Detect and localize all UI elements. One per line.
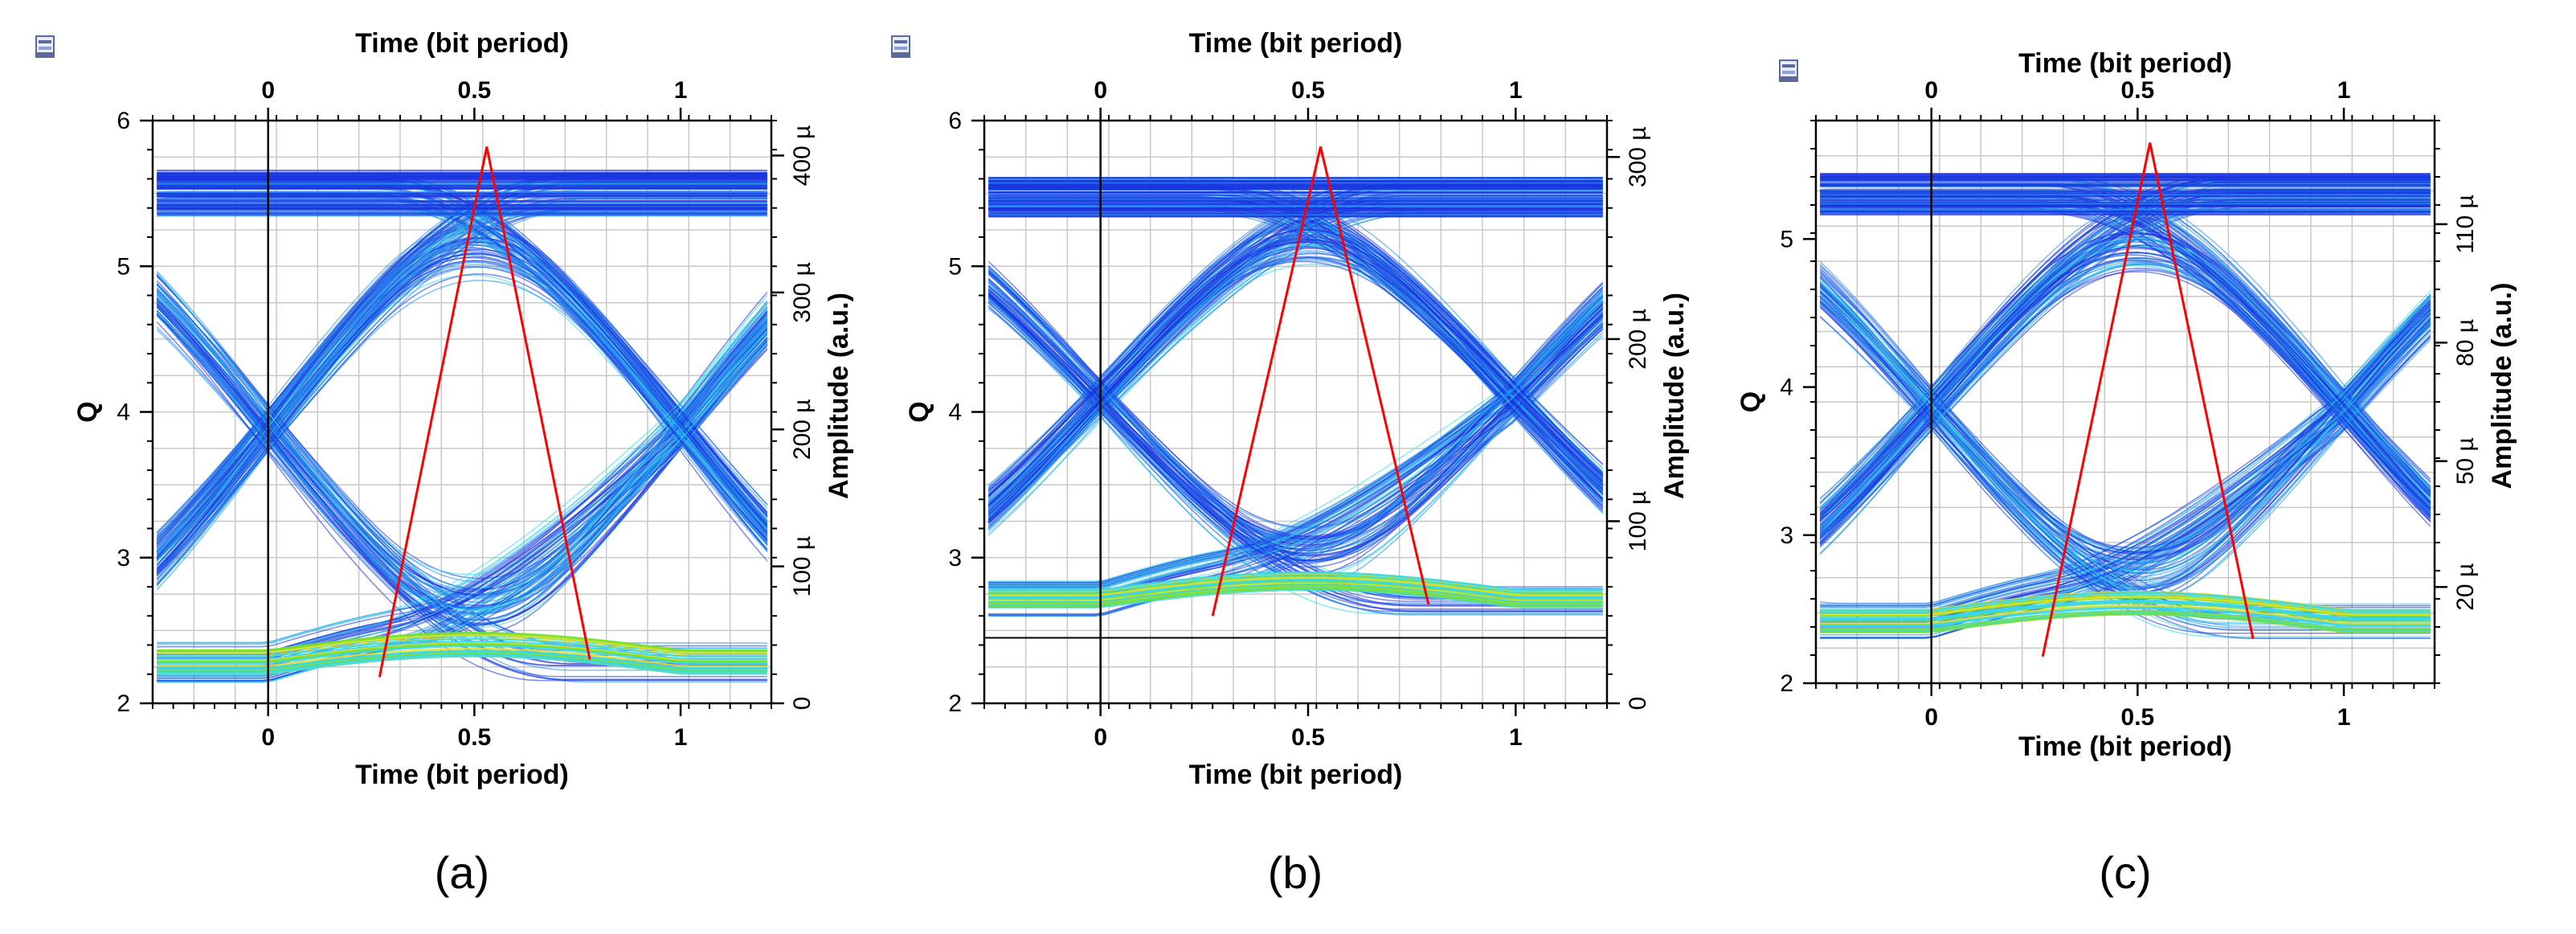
x-tick-label: 0	[261, 724, 275, 751]
x-tick-label: 0.5	[458, 724, 492, 751]
panel-caption: (c)	[2099, 847, 2151, 898]
x-tick-label: 0.5	[1291, 724, 1325, 751]
y2-axis-title: Amplitude (a.u.)	[1659, 293, 1690, 499]
top-x-tick-label: 0	[1094, 77, 1107, 104]
x-tick-label: 1	[1509, 724, 1523, 751]
y2-tick-label: 0	[1625, 697, 1651, 711]
top-x-tick-label: 0.5	[1291, 77, 1325, 104]
y-tick-label: 5	[948, 253, 962, 280]
x-tick-label: 1	[674, 724, 688, 751]
bottom-axis-title: Time (bit period)	[355, 760, 569, 790]
panel-a: 0 0 0.5 0.5 1 1 2 3 4 5 6 0 100 µ 200 µ 300 µ 400 µ Time…	[36, 28, 854, 898]
top-x-tick-label: 0.5	[458, 77, 492, 104]
y2-tick-label: 400 µ	[789, 125, 816, 186]
bottom-axis-title: Time (bit period)	[1189, 760, 1403, 790]
x-tick-label: 0	[1094, 724, 1107, 751]
y2-tick-label: 100 µ	[789, 536, 816, 597]
panel-c: 0 0 0.5 0.5 1 1 2 3 4 5 20 µ 50 µ 80 µ 110 µ Time (bit…	[1736, 48, 2517, 898]
y-tick-label: 2	[117, 690, 130, 717]
y-tick-label: 4	[948, 399, 962, 426]
y-tick-label: 2	[1780, 670, 1793, 697]
print-icon[interactable]	[892, 36, 910, 57]
y2-tick-label: 80 µ	[2452, 319, 2479, 367]
print-icon[interactable]	[1780, 60, 1797, 81]
y-tick-label: 5	[117, 253, 130, 280]
x-tick-label: 0.5	[2121, 704, 2155, 731]
y-axis-title: Q	[1736, 391, 1766, 412]
y2-tick-label: 200 µ	[1625, 309, 1651, 370]
panel-b: 0 0 0.5 0.5 1 1 2 3 4 5 6 0 100 µ 200 µ 300 µ Time (bit…	[892, 28, 1690, 898]
y2-tick-label: 20 µ	[2452, 563, 2479, 611]
y2-tick-label: 110 µ	[2452, 195, 2479, 253]
y-tick-label: 5	[1780, 226, 1793, 252]
y2-tick-label: 300 µ	[789, 262, 816, 323]
y2-tick-label: 0	[789, 697, 816, 711]
y-tick-label: 6	[948, 108, 962, 134]
top-x-tick-label: 1	[1509, 77, 1523, 104]
y2-axis-title: Amplitude (a.u.)	[2487, 283, 2517, 490]
panel-caption: (a)	[435, 847, 489, 898]
y2-tick-label: 300 µ	[1625, 126, 1651, 187]
y-tick-label: 3	[948, 545, 962, 571]
y2-tick-label: 100 µ	[1625, 491, 1651, 552]
y2-tick-label: 200 µ	[789, 399, 816, 460]
top-axis-title: Time (bit period)	[1189, 28, 1403, 59]
top-x-tick-label: 0.5	[2121, 77, 2155, 104]
y-tick-label: 3	[117, 545, 130, 571]
panel-caption: (b)	[1268, 847, 1323, 898]
y-axis-title: Q	[72, 401, 103, 422]
y-tick-label: 6	[117, 108, 130, 134]
y2-axis-title: Amplitude (a.u.)	[824, 293, 854, 499]
y2-tick-label: 50 µ	[2452, 437, 2479, 485]
y-tick-label: 4	[1780, 375, 1793, 401]
y-tick-label: 2	[948, 690, 962, 717]
top-x-tick-label: 1	[674, 77, 688, 104]
top-x-tick-label: 0	[1924, 77, 1938, 104]
y-tick-label: 4	[117, 399, 130, 426]
top-x-tick-label: 1	[2337, 77, 2351, 104]
x-tick-label: 0	[1924, 704, 1938, 731]
print-icon[interactable]	[36, 36, 54, 57]
y-tick-label: 3	[1780, 522, 1793, 549]
top-x-tick-label: 0	[261, 77, 275, 104]
y-axis-title: Q	[904, 401, 934, 422]
top-axis-title: Time (bit period)	[355, 28, 569, 59]
top-axis-title: Time (bit period)	[2018, 48, 2232, 79]
x-tick-label: 1	[2337, 704, 2351, 731]
bottom-axis-title: Time (bit period)	[2018, 731, 2232, 762]
